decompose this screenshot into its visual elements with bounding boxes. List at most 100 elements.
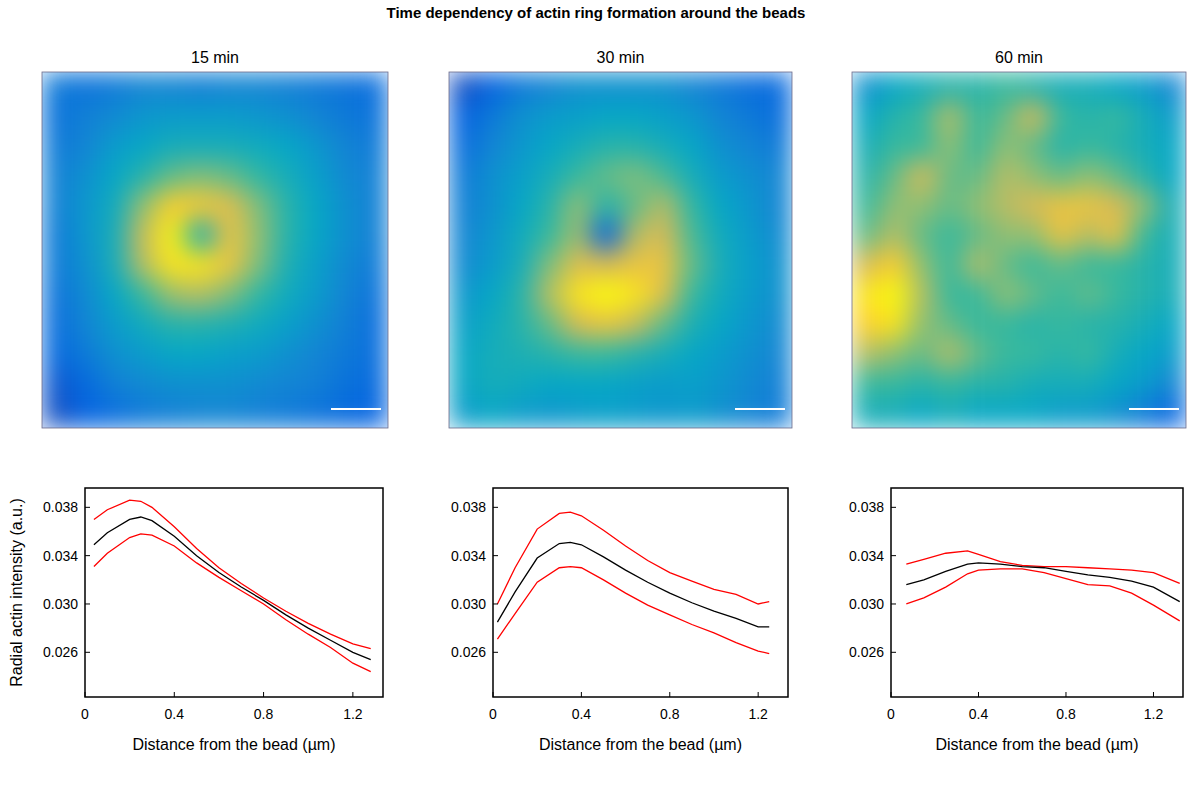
heatmap-cell	[1047, 220, 1075, 250]
heatmap-cell	[359, 398, 388, 428]
heatmap-cell	[706, 191, 735, 221]
heatmap-cell	[735, 309, 764, 339]
heatmap-cell	[100, 131, 129, 161]
heatmap-cell	[706, 369, 735, 399]
heatmap-cell	[991, 131, 1019, 161]
heatmap-cell	[71, 220, 100, 250]
heatmap-cell	[963, 191, 991, 221]
heatmap-cell	[186, 220, 215, 250]
heatmap-cell	[621, 72, 650, 102]
heatmap-cell	[535, 161, 564, 191]
heatmap-cell	[563, 191, 592, 221]
heatmap-cell	[1158, 131, 1186, 161]
heatmap-cell	[129, 131, 158, 161]
series-line	[497, 567, 769, 654]
heatmap-cell	[735, 102, 764, 132]
heatmap-cell	[1103, 161, 1131, 191]
heatmap-cell	[1019, 161, 1047, 191]
heatmap-cell	[129, 250, 158, 280]
heatmap-cell	[880, 102, 908, 132]
heatmap-cell	[1130, 220, 1158, 250]
heatmap-cell	[244, 398, 273, 428]
heatmap-cell	[1047, 102, 1075, 132]
heatmap-cell	[963, 398, 991, 428]
heatmap-cell	[1158, 72, 1186, 102]
x-tick-label: 0.8	[254, 706, 274, 722]
heatmap-cell	[244, 339, 273, 369]
heatmap-cell	[506, 131, 535, 161]
x-tick-label: 1.2	[748, 706, 768, 722]
y-tick-label: 0.030	[451, 596, 486, 612]
x-tick	[891, 692, 892, 697]
heatmap-cell	[478, 398, 507, 428]
heatmap-cell	[1047, 398, 1075, 428]
heatmap-cell	[706, 102, 735, 132]
image-frame	[449, 72, 792, 428]
heatmap-cell	[535, 131, 564, 161]
heatmap-cell	[1130, 191, 1158, 221]
heatmap-cell	[449, 161, 478, 191]
heatmap-cell	[359, 220, 388, 250]
heatmap-cell	[506, 398, 535, 428]
heatmap-cell	[852, 250, 880, 280]
heatmap-cell	[991, 369, 1019, 399]
heatmap-cell	[563, 161, 592, 191]
heatmap-cell	[273, 309, 302, 339]
heatmap-cell	[449, 131, 478, 161]
heatmap-cell	[302, 309, 331, 339]
heatmap-cell	[592, 220, 621, 250]
x-tick	[493, 692, 494, 697]
heatmap-cell	[678, 161, 707, 191]
heatmap-cell	[42, 131, 71, 161]
heatmap-cell	[100, 309, 129, 339]
heatmap-cell	[1075, 280, 1103, 310]
heatmap-cell	[678, 220, 707, 250]
heatmap-cell	[215, 309, 244, 339]
heatmap-cell	[908, 280, 936, 310]
heatmap-cell	[852, 191, 880, 221]
heatmap-cell	[678, 280, 707, 310]
heatmap-cell	[186, 369, 215, 399]
heatmap-cell	[273, 191, 302, 221]
heatmap-cell	[621, 398, 650, 428]
x-tick-label: 0.8	[1056, 706, 1076, 722]
heatmap-cell	[1019, 131, 1047, 161]
heatmap-cell	[449, 102, 478, 132]
heatmap-cell	[330, 102, 359, 132]
heatmap-cell	[1019, 72, 1047, 102]
heatmap-cell	[649, 250, 678, 280]
heatmap-cell	[330, 369, 359, 399]
heatmap-cell	[880, 369, 908, 399]
heatmap-cell	[506, 339, 535, 369]
heatmap-cell	[1158, 102, 1186, 132]
heatmap-cell	[678, 131, 707, 161]
heatmap-cell	[908, 102, 936, 132]
heatmap-cell	[273, 369, 302, 399]
heatmap-cell	[852, 280, 880, 310]
heatmap-cell	[478, 369, 507, 399]
heatmap-cell	[273, 102, 302, 132]
heatmap-cell	[991, 191, 1019, 221]
heatmap-cell	[273, 131, 302, 161]
heatmap-cell	[908, 339, 936, 369]
heatmap-cell	[563, 309, 592, 339]
heatmap-cell	[621, 309, 650, 339]
heatmap-cell	[621, 131, 650, 161]
heatmap-cell	[42, 398, 71, 428]
heatmap-cell	[852, 369, 880, 399]
heatmap-cell	[592, 309, 621, 339]
heatmap-cell	[244, 309, 273, 339]
y-tick	[891, 652, 896, 653]
heatmap-cell	[706, 131, 735, 161]
heatmap-cell	[880, 131, 908, 161]
heatmap-cell	[535, 309, 564, 339]
heatmap-cell	[678, 191, 707, 221]
heatmap-cell	[330, 191, 359, 221]
heatmap-cell	[302, 161, 331, 191]
plot-frame	[493, 488, 788, 697]
heatmap-cell	[478, 131, 507, 161]
heatmap-cell	[449, 339, 478, 369]
heatmap-cell	[852, 131, 880, 161]
heatmap-cell	[302, 369, 331, 399]
plot-lines	[94, 500, 371, 672]
